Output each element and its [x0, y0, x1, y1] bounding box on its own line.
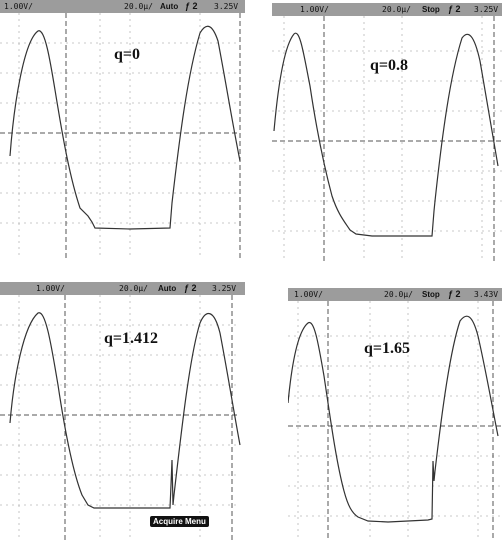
acquire-mode: Auto — [160, 2, 179, 11]
acquire-mode: Stop — [422, 5, 440, 14]
time-per-div: 20.0µ/ — [119, 284, 148, 293]
trigger-level: 3.25V — [214, 2, 239, 11]
scope-screen — [0, 13, 241, 258]
q-value-label: q=0 — [114, 46, 141, 63]
time-per-div: 20.0µ/ — [384, 290, 413, 299]
scope-panel-q0: 1.00V/ 20.0µ/ Auto ƒ 2 3.25V q=0 — [0, 0, 245, 262]
status-bar: 1.00V/ 20.0µ/ Stop ƒ 2 3.25V — [272, 3, 502, 16]
trigger-source: ƒ 2 — [185, 1, 198, 11]
status-bar: 1.00V/ 20.0µ/ Stop ƒ 2 3.43V — [288, 288, 502, 301]
q-value-label: q=0.8 — [370, 57, 409, 74]
trigger-source: ƒ 2 — [448, 289, 461, 299]
waveform-trace — [9, 25, 241, 230]
trigger-level: 3.25V — [474, 5, 499, 14]
graticule-grid — [288, 301, 502, 541]
volts-per-div: 1.00V/ — [4, 2, 33, 11]
trigger-level: 3.25V — [212, 284, 237, 293]
volts-per-div: 1.00V/ — [36, 284, 65, 293]
waveform-trace — [273, 32, 499, 237]
q-value-label: q=1.65 — [364, 340, 411, 357]
waveform-trace — [288, 315, 499, 523]
scope-panel-q0.8: 1.00V/ 20.0µ/ Stop ƒ 2 3.25V q=0.8 — [272, 3, 502, 262]
time-per-div: 20.0µ/ — [382, 5, 411, 14]
scope-screen — [288, 301, 502, 541]
graticule-grid — [272, 16, 502, 261]
time-per-div: 20.0µ/ — [124, 2, 153, 11]
q-value-label: q=1.412 — [104, 330, 159, 347]
status-bar: 1.00V/ 20.0µ/ Auto ƒ 2 3.25V — [0, 282, 245, 295]
acquire-mode: Auto — [158, 284, 177, 293]
trigger-source: ƒ 2 — [448, 4, 461, 14]
acquire-menu-button[interactable]: Acquire Menu — [150, 516, 209, 527]
trigger-source: ƒ 2 — [184, 283, 197, 293]
scope-panel-q1.412: 1.00V/ 20.0µ/ Auto ƒ 2 3.25V q=1.412 Acq… — [0, 282, 245, 541]
waveform-trace — [9, 312, 241, 509]
acquire-mode: Stop — [422, 290, 440, 299]
scope-panel-q1.65: 1.00V/ 20.0µ/ Stop ƒ 2 3.43V q=1.65 — [288, 288, 502, 541]
status-bar: 1.00V/ 20.0µ/ Auto ƒ 2 3.25V — [0, 0, 245, 13]
scope-screen — [272, 16, 502, 261]
graticule-grid — [0, 13, 240, 258]
volts-per-div: 1.00V/ — [294, 290, 323, 299]
volts-per-div: 1.00V/ — [300, 5, 329, 14]
scope-screen — [0, 295, 241, 540]
trigger-level: 3.43V — [474, 290, 499, 299]
